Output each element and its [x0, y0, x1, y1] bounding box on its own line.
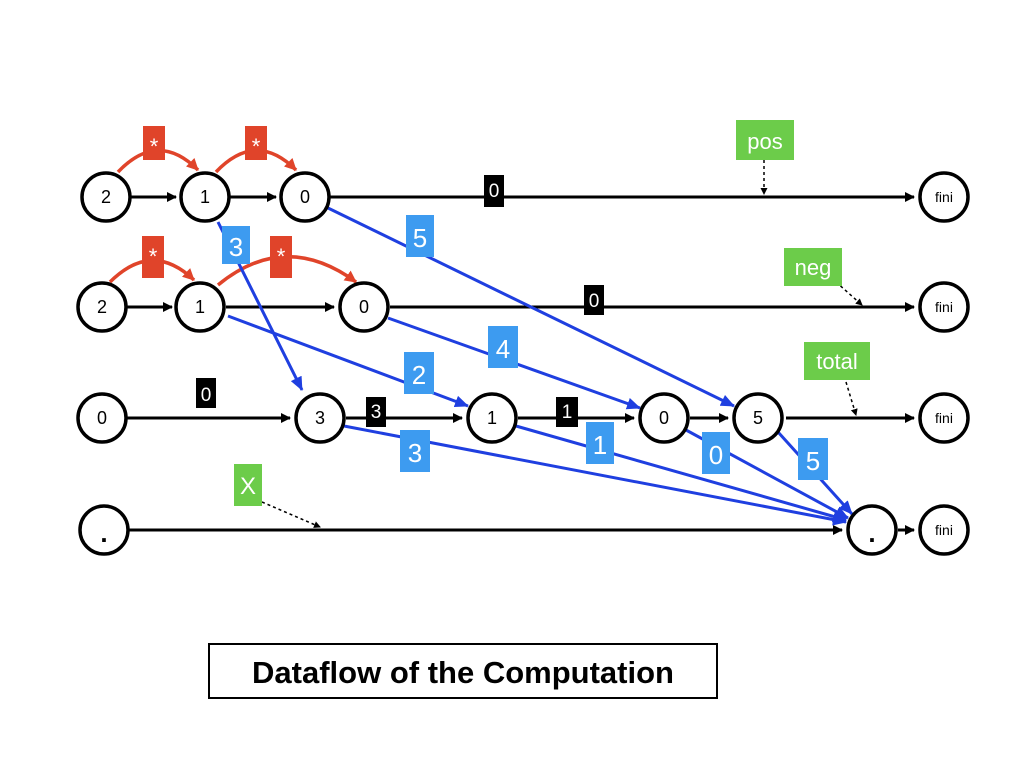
svg-text:0: 0: [659, 408, 669, 428]
node-r4-fini: fini: [918, 504, 970, 556]
svg-text:.: .: [868, 518, 875, 548]
label-blue-3-top: 3: [222, 226, 250, 264]
label-r3-three: 3: [366, 397, 386, 427]
svg-text:fini: fini: [935, 522, 953, 538]
svg-text:2: 2: [97, 297, 107, 317]
node-r3-b: 3: [294, 392, 346, 444]
svg-text:5: 5: [413, 223, 427, 253]
node-r2-c: 0: [338, 281, 390, 333]
label-x: X: [234, 464, 262, 506]
label-blue-0: 0: [702, 432, 730, 474]
svg-text:0: 0: [709, 440, 723, 470]
label-r1-zero: 0: [484, 175, 504, 207]
svg-text:3: 3: [229, 232, 243, 262]
node-r1-fini: fini: [918, 171, 970, 223]
svg-text:0: 0: [589, 291, 600, 312]
svg-text:0: 0: [300, 187, 310, 207]
svg-text:*: *: [150, 134, 159, 159]
svg-text:0: 0: [97, 408, 107, 428]
node-r2-b: 1: [174, 281, 226, 333]
svg-text:0: 0: [489, 181, 500, 202]
node-r3-fini: fini: [918, 392, 970, 444]
label-blue-4: 4: [488, 326, 518, 368]
blue-edges: [216, 206, 854, 526]
svg-text:*: *: [277, 244, 286, 269]
label-r2-star-1: *: [142, 236, 164, 278]
node-r1-c: 0: [279, 171, 331, 223]
svg-text:4: 4: [496, 334, 510, 364]
red-labels: * * * *: [142, 126, 292, 278]
dotted-edges: [261, 160, 863, 528]
svg-text:fini: fini: [935, 299, 953, 315]
node-r2-a: 2: [76, 281, 128, 333]
label-pos: pos: [736, 120, 794, 160]
svg-text:5: 5: [806, 446, 820, 476]
edge-blue-r3c-r4b: [515, 424, 847, 523]
edge-dotted-total: [845, 381, 858, 416]
svg-text:1: 1: [593, 430, 607, 460]
label-r3-one: 1: [556, 397, 578, 427]
svg-text:1: 1: [487, 408, 497, 428]
svg-text:*: *: [149, 244, 158, 269]
svg-text:1: 1: [562, 402, 573, 423]
node-r1-a: 2: [80, 171, 132, 223]
svg-text:5: 5: [753, 408, 763, 428]
svg-text:1: 1: [200, 187, 210, 207]
node-r1-b: 1: [179, 171, 231, 223]
label-r2-zero: 0: [584, 285, 604, 315]
svg-text:.: .: [100, 518, 107, 548]
node-r2-fini: fini: [918, 281, 970, 333]
svg-text:neg: neg: [795, 255, 832, 280]
svg-text:1: 1: [195, 297, 205, 317]
label-total: total: [804, 342, 870, 380]
label-r1-star-1: *: [143, 126, 165, 160]
node-r3-a: 0: [76, 392, 128, 444]
label-blue-5-bottom: 5: [798, 438, 828, 480]
svg-text:fini: fini: [935, 189, 953, 205]
black-edges: [126, 192, 915, 535]
label-blue-1: 1: [586, 422, 614, 464]
svg-text:pos: pos: [747, 129, 782, 154]
node-r3-d: 0: [638, 392, 690, 444]
green-labels: pos neg total X: [234, 120, 870, 506]
node-r3-e: 5: [732, 392, 784, 444]
label-blue-5-top: 5: [406, 215, 434, 257]
node-r4-b: .: [846, 504, 898, 556]
svg-text:0: 0: [359, 297, 369, 317]
black-labels: 0 0 0 3 1: [196, 175, 604, 427]
svg-text:3: 3: [408, 438, 422, 468]
page-title: Dataflow of the Computation: [252, 655, 674, 690]
label-r3-zero: 0: [196, 378, 216, 408]
svg-text:2: 2: [101, 187, 111, 207]
label-blue-2: 2: [404, 352, 434, 394]
blue-labels: 3 5 2 4 3 1 0 5: [222, 215, 828, 480]
edge-blue-r1c-r3e: [327, 206, 735, 408]
nodes: 2 1 0 fini 2 1 0 fini 0 3 1 0 5 fini . .…: [76, 171, 970, 556]
svg-text:2: 2: [412, 360, 426, 390]
svg-text:*: *: [252, 134, 261, 159]
svg-text:0: 0: [201, 385, 212, 406]
label-r2-star-2: *: [270, 236, 292, 278]
svg-text:total: total: [816, 349, 858, 374]
svg-text:X: X: [240, 473, 256, 500]
svg-text:3: 3: [315, 408, 325, 428]
label-blue-3-bottom: 3: [400, 430, 430, 472]
svg-text:3: 3: [371, 402, 382, 423]
title-box: Dataflow of the Computation: [208, 643, 718, 699]
edge-dotted-x: [261, 501, 321, 528]
svg-text:fini: fini: [935, 410, 953, 426]
label-neg: neg: [784, 248, 842, 286]
label-r1-star-2: *: [245, 126, 267, 160]
node-r4-a: .: [78, 504, 130, 556]
node-r3-c: 1: [466, 392, 518, 444]
